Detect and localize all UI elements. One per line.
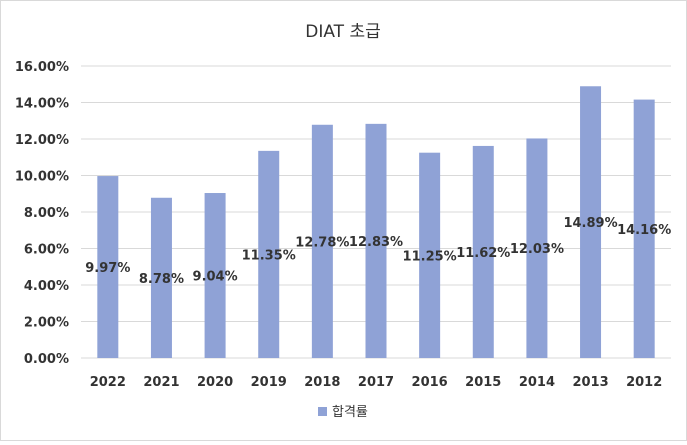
data-label: 12.83% — [349, 235, 403, 250]
bar — [580, 86, 602, 358]
data-label: 14.89% — [563, 216, 617, 231]
y-axis: 0.00% 2.00% 4.00% 6.00% 8.00% 10.00% 12.00% 14.… — [15, 60, 69, 367]
x-tick-label: 2019 — [251, 375, 287, 390]
data-label: 12.03% — [510, 242, 564, 257]
bar — [311, 124, 333, 358]
bar — [97, 176, 119, 358]
x-tick-label: 2015 — [465, 375, 501, 390]
chart-title: DIAT 초급 — [305, 22, 380, 42]
y-tick-label: 4.00% — [24, 279, 69, 294]
data-label: 11.35% — [242, 248, 296, 263]
x-tick-label: 2020 — [197, 375, 233, 390]
bar — [150, 197, 172, 358]
x-tick-label: 2016 — [412, 375, 448, 390]
y-tick-label: 10.00% — [15, 170, 69, 185]
y-tick-label: 16.00% — [15, 60, 69, 75]
data-label: 9.04% — [193, 270, 238, 285]
bar — [419, 152, 441, 358]
bars — [97, 86, 655, 358]
legend-swatch — [318, 407, 327, 416]
legend-label: 합격률 — [332, 405, 368, 420]
y-tick-label: 2.00% — [24, 316, 69, 331]
x-tick-label: 2022 — [90, 375, 126, 390]
x-tick-label: 2021 — [143, 375, 179, 390]
x-axis: 2022 2021 2020 2019 2018 2017 2016 2015 2014 2013… — [90, 375, 663, 390]
bar — [472, 145, 494, 358]
data-label: 8.78% — [139, 272, 184, 287]
data-label: 12.78% — [295, 235, 349, 250]
y-tick-label: 6.00% — [24, 243, 69, 258]
bar — [526, 138, 548, 358]
x-tick-label: 2013 — [572, 375, 608, 390]
x-tick-label: 2017 — [358, 375, 394, 390]
y-tick-label: 14.00% — [15, 97, 69, 112]
x-tick-label: 2012 — [626, 375, 662, 390]
bar — [258, 150, 280, 358]
data-label: 11.25% — [403, 249, 457, 264]
x-tick-label: 2018 — [304, 375, 340, 390]
y-tick-label: 0.00% — [24, 352, 69, 367]
legend: 합격률 — [318, 405, 368, 420]
bar — [204, 193, 226, 358]
data-label: 14.16% — [617, 223, 671, 238]
y-tick-label: 12.00% — [15, 133, 69, 148]
y-tick-label: 8.00% — [24, 206, 69, 221]
data-labels: 9.97%8.78% 9.04%11.35%12.78% 12.83%11.25% 1… — [85, 216, 671, 287]
data-label: 11.62% — [456, 246, 510, 261]
bar — [633, 99, 655, 358]
bar — [365, 123, 387, 358]
data-label: 9.97% — [85, 261, 130, 276]
x-tick-label: 2014 — [519, 375, 555, 390]
